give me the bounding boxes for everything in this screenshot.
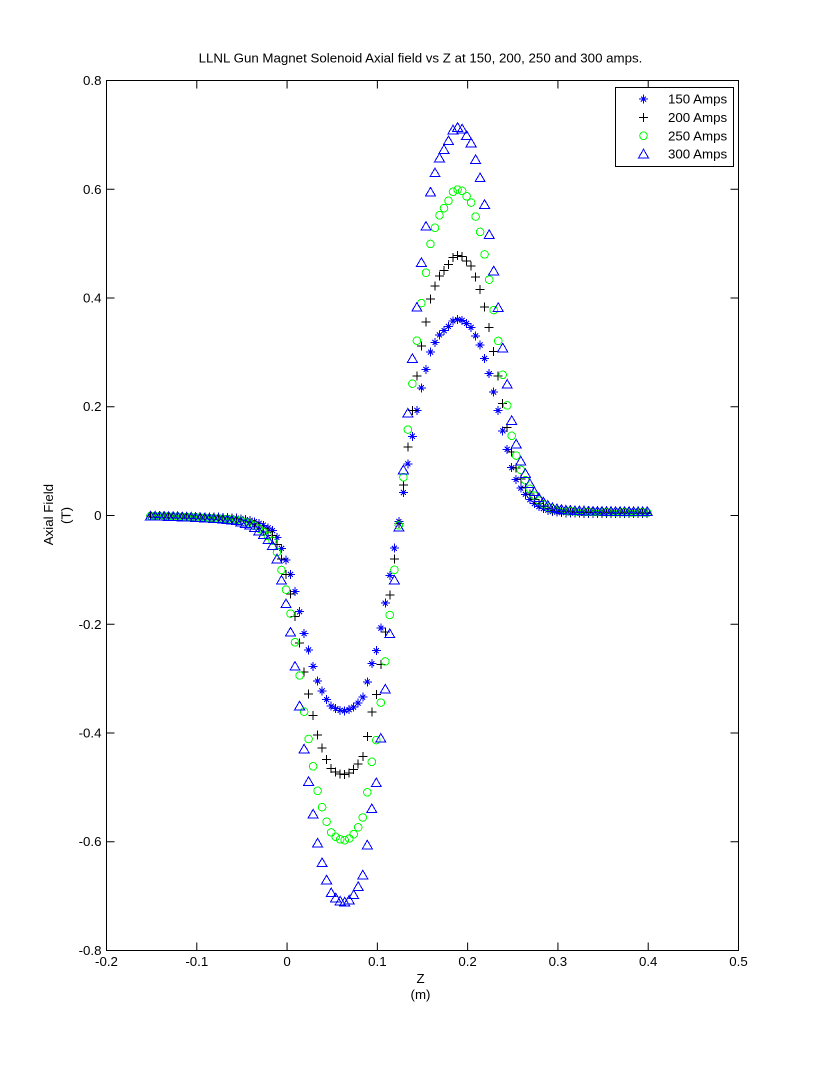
svg-text:250 Amps: 250 Amps [668, 128, 727, 143]
svg-text:0.3: 0.3 [549, 954, 568, 969]
svg-text:0.2: 0.2 [458, 954, 477, 969]
svg-text:Z: Z [416, 971, 424, 986]
svg-text:LLNL Gun Magnet Solenoid Axial: LLNL Gun Magnet Solenoid Axial field vs … [199, 51, 643, 66]
svg-text:-0.2: -0.2 [79, 617, 102, 632]
svg-text:-0.1: -0.1 [185, 954, 208, 969]
svg-text:0.1: 0.1 [368, 954, 387, 969]
svg-text:0.4: 0.4 [639, 954, 658, 969]
svg-text:-0.2: -0.2 [95, 954, 118, 969]
svg-text:0.5: 0.5 [729, 954, 748, 969]
svg-text:Axial Field: Axial Field [41, 484, 56, 545]
svg-text:0.8: 0.8 [83, 73, 102, 88]
svg-text:300 Amps: 300 Amps [668, 147, 727, 162]
svg-text:-0.4: -0.4 [79, 726, 102, 741]
svg-text:-0.6: -0.6 [79, 834, 102, 849]
svg-text:-0.8: -0.8 [79, 943, 102, 958]
svg-text:0: 0 [94, 508, 101, 523]
svg-text:0.2: 0.2 [83, 399, 102, 414]
svg-text:0.4: 0.4 [83, 291, 102, 306]
svg-text:(m): (m) [411, 987, 431, 1002]
svg-text:200 Amps: 200 Amps [668, 110, 727, 125]
svg-text:0: 0 [283, 954, 290, 969]
svg-text:150 Amps: 150 Amps [668, 92, 727, 107]
svg-text:0.6: 0.6 [83, 182, 102, 197]
svg-text:(T): (T) [59, 507, 74, 524]
